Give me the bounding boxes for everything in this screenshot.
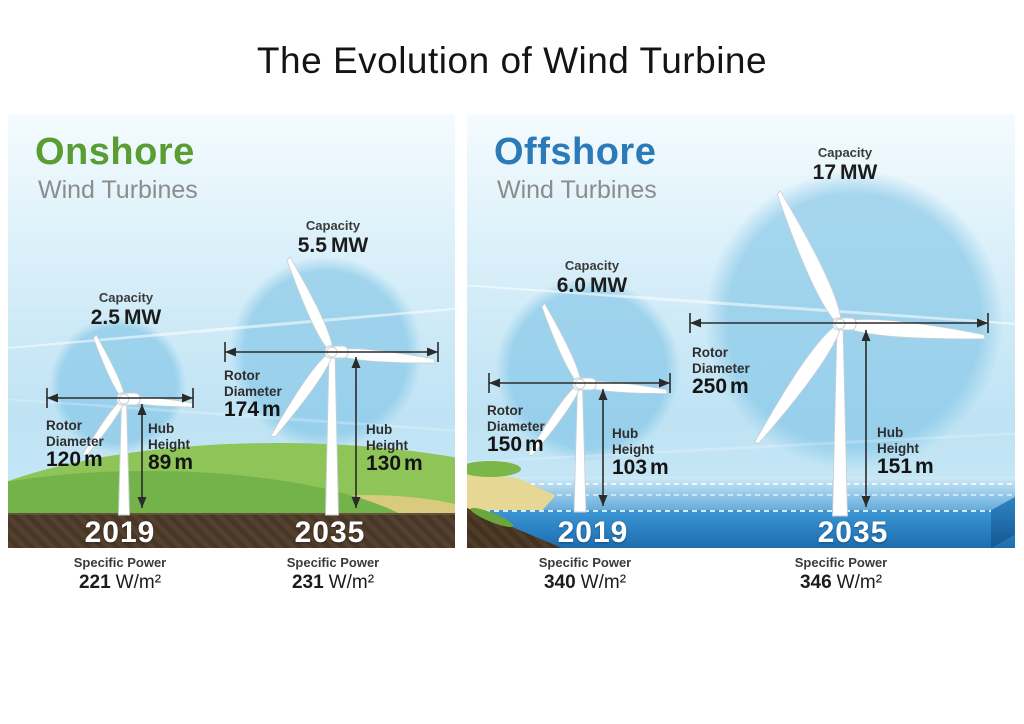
specific-power-offshore-2019: Specific Power 340 W/m² <box>538 555 632 593</box>
year-label-offshore-2035: 2035 <box>817 516 889 549</box>
capacity-label-offshore-2035: Capacity 17 MW <box>812 145 878 184</box>
sea-surface <box>467 477 1015 513</box>
offshore-heading: Offshore Wind Turbines <box>494 131 657 205</box>
rotor-diameter-label-offshore-2035: Rotor Diameter 250 m <box>692 345 750 398</box>
specific-power-onshore-2035: Specific Power 231 W/m² <box>286 555 380 593</box>
onshore-subtitle: Wind Turbines <box>38 176 198 204</box>
specific-power-onshore-2019: Specific Power 221 W/m² <box>73 555 167 593</box>
capacity-label-onshore-2035: Capacity 5.5 MW <box>297 218 369 257</box>
wave-line <box>467 494 1015 496</box>
hub-height-label-onshore-2019: Hub Height 89 m <box>148 421 194 474</box>
hub-height-label-offshore-2035: Hub Height 151 m <box>877 425 934 478</box>
rotor-diameter-label-onshore-2035: Rotor Diameter 174 m <box>224 368 282 421</box>
onshore-heading: Onshore Wind Turbines <box>35 131 198 205</box>
year-label-onshore-2019: 2019 <box>84 516 156 549</box>
wave-crest <box>467 510 1015 512</box>
offshore-subtitle: Wind Turbines <box>497 176 657 204</box>
offshore-panel: Offshore Wind Turbines <box>467 115 1015 548</box>
wave-line <box>467 483 1015 485</box>
capacity-label-offshore-2019: Capacity 6.0 MW <box>556 258 628 297</box>
beach-grass <box>467 461 521 477</box>
rotor-diameter-label-onshore-2019: Rotor Diameter 120 m <box>46 418 104 471</box>
capacity-label-onshore-2019: Capacity 2.5 MW <box>90 290 162 329</box>
onshore-title: Onshore <box>35 131 195 173</box>
sea-timeline-bar <box>467 510 1015 548</box>
rotor-diameter-label-offshore-2019: Rotor Diameter 150 m <box>487 403 545 456</box>
year-label-offshore-2019: 2019 <box>557 516 629 549</box>
page-title: The Evolution of Wind Turbine <box>256 40 768 81</box>
onshore-panel: Onshore Wind Turbines <box>8 115 455 548</box>
hub-height-label-offshore-2019: Hub Height 103 m <box>612 426 669 479</box>
soil-timeline-bar <box>8 513 455 548</box>
sky-halo <box>496 278 680 462</box>
infographic-canvas: Onshore Wind Turbines Offshore <box>8 115 1015 600</box>
specific-power-offshore-2035: Specific Power 346 W/m² <box>794 555 888 593</box>
hub-height-label-onshore-2035: Hub Height 130 m <box>366 422 423 475</box>
offshore-title: Offshore <box>494 131 657 173</box>
year-label-onshore-2035: 2035 <box>294 516 366 549</box>
